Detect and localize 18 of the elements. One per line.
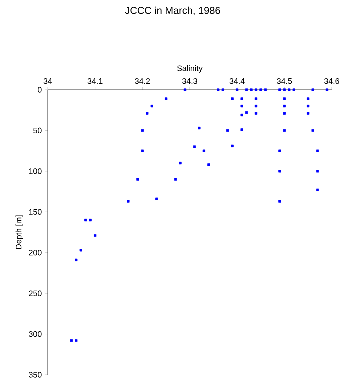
y-tick-label: 250 — [29, 290, 42, 296]
x-tick-label: 34.4 — [230, 78, 245, 84]
chart-title: JCCC in March, 1986 — [125, 6, 220, 16]
x-tick-label: 34.6 — [324, 78, 340, 84]
x-tick-label: 34 — [44, 78, 52, 84]
y-axis-title: Depth [m] — [16, 216, 24, 250]
x-tick-label: 34.3 — [182, 78, 198, 84]
x-tick-label: 34.5 — [277, 78, 292, 84]
x-tick-label: 34.2 — [135, 78, 150, 84]
y-tick-label: 300 — [29, 331, 42, 338]
y-tick-label: 150 — [29, 209, 42, 215]
x-axis-title: Salinity — [177, 65, 203, 73]
y-tick-label: 0 — [38, 87, 42, 93]
y-tick-label: 100 — [29, 168, 42, 174]
x-tick-label: 34.1 — [88, 78, 103, 84]
y-tick-label: 350 — [29, 372, 42, 378]
y-tick-label: 200 — [29, 250, 42, 256]
y-tick-label: 50 — [34, 128, 42, 134]
